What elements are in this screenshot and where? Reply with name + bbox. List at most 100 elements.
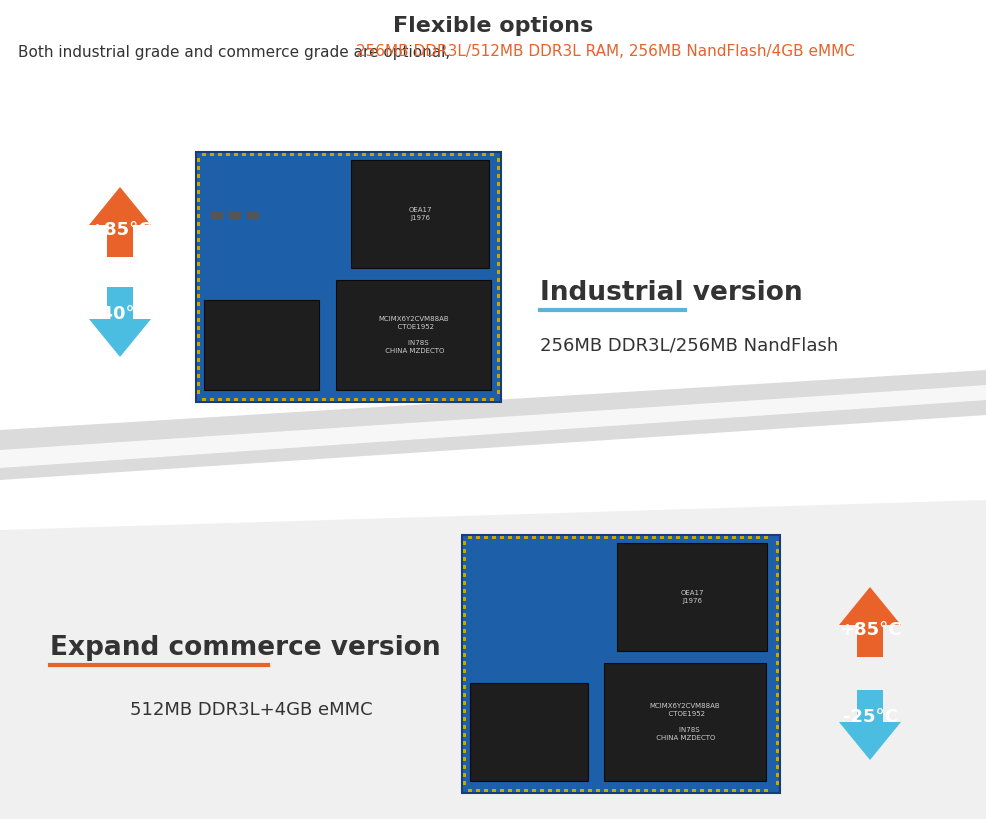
Bar bbox=[462, 661, 465, 665]
Bar bbox=[282, 398, 286, 401]
Bar bbox=[197, 174, 199, 178]
Bar bbox=[197, 287, 199, 290]
Bar bbox=[683, 536, 687, 539]
Bar bbox=[497, 215, 500, 218]
Bar bbox=[197, 326, 199, 330]
Bar bbox=[258, 398, 261, 401]
Bar bbox=[763, 790, 767, 792]
Bar bbox=[298, 153, 302, 156]
Bar bbox=[462, 622, 465, 625]
Bar bbox=[473, 398, 477, 401]
Bar bbox=[458, 398, 461, 401]
Bar bbox=[588, 536, 592, 539]
Bar bbox=[747, 790, 751, 792]
Bar bbox=[588, 790, 592, 792]
Bar bbox=[197, 374, 199, 378]
Bar bbox=[497, 254, 500, 258]
Bar bbox=[354, 153, 357, 156]
Bar bbox=[775, 565, 778, 568]
Bar bbox=[668, 536, 671, 539]
Bar bbox=[426, 153, 429, 156]
Bar bbox=[497, 230, 500, 233]
Bar bbox=[497, 206, 500, 210]
Bar bbox=[497, 294, 500, 298]
Bar bbox=[258, 153, 261, 156]
Bar bbox=[775, 709, 778, 713]
Bar bbox=[775, 781, 778, 785]
Text: Expand commerce version: Expand commerce version bbox=[50, 635, 440, 661]
Bar bbox=[196, 152, 501, 402]
Bar bbox=[462, 637, 465, 640]
Bar bbox=[531, 790, 535, 792]
Polygon shape bbox=[0, 500, 986, 819]
Bar bbox=[775, 717, 778, 721]
Bar bbox=[616, 543, 766, 651]
Bar bbox=[732, 536, 735, 539]
Bar bbox=[775, 693, 778, 697]
Bar bbox=[197, 166, 199, 170]
Bar bbox=[242, 398, 246, 401]
Bar bbox=[197, 183, 199, 186]
Bar bbox=[596, 536, 599, 539]
Bar bbox=[497, 382, 500, 386]
Bar bbox=[708, 536, 711, 539]
Bar bbox=[490, 398, 493, 401]
Bar bbox=[197, 190, 199, 194]
Bar bbox=[775, 597, 778, 601]
Bar bbox=[539, 536, 543, 539]
Bar bbox=[450, 153, 454, 156]
Bar bbox=[508, 536, 511, 539]
Bar bbox=[467, 790, 471, 792]
Bar bbox=[556, 790, 559, 792]
Bar bbox=[856, 690, 882, 722]
Bar bbox=[467, 536, 471, 539]
Bar bbox=[242, 153, 246, 156]
Text: OEA17
J1976: OEA17 J1976 bbox=[408, 207, 431, 221]
Bar bbox=[197, 358, 199, 362]
Bar bbox=[660, 790, 663, 792]
Bar bbox=[462, 597, 465, 601]
Bar bbox=[775, 550, 778, 553]
Bar bbox=[482, 398, 485, 401]
Bar bbox=[539, 790, 543, 792]
Bar bbox=[683, 790, 687, 792]
Bar bbox=[775, 726, 778, 729]
Bar bbox=[211, 212, 223, 220]
Bar bbox=[229, 212, 241, 220]
Bar bbox=[556, 536, 559, 539]
Bar bbox=[497, 366, 500, 369]
Bar bbox=[442, 153, 446, 156]
Bar bbox=[338, 153, 341, 156]
Bar bbox=[197, 238, 199, 242]
Bar bbox=[603, 790, 607, 792]
Bar bbox=[197, 319, 199, 322]
Bar bbox=[644, 790, 647, 792]
Text: -40°C: -40°C bbox=[93, 305, 147, 323]
Bar bbox=[775, 749, 778, 753]
Bar bbox=[462, 645, 465, 649]
Bar bbox=[462, 669, 465, 672]
Bar bbox=[218, 398, 222, 401]
Bar bbox=[699, 790, 703, 792]
Bar bbox=[628, 790, 631, 792]
Bar bbox=[218, 153, 222, 156]
Bar bbox=[354, 398, 357, 401]
Bar bbox=[410, 153, 413, 156]
Bar bbox=[462, 565, 465, 568]
Bar bbox=[636, 536, 639, 539]
Bar bbox=[524, 536, 528, 539]
Bar bbox=[497, 390, 500, 394]
Bar bbox=[747, 536, 751, 539]
Bar bbox=[370, 398, 374, 401]
Bar bbox=[321, 153, 325, 156]
Bar bbox=[531, 536, 535, 539]
Bar bbox=[197, 247, 199, 250]
Bar bbox=[497, 358, 500, 362]
Bar bbox=[234, 398, 238, 401]
Bar bbox=[362, 398, 366, 401]
Bar bbox=[462, 758, 465, 761]
Bar bbox=[469, 683, 588, 781]
Bar bbox=[675, 790, 679, 792]
Bar bbox=[572, 790, 575, 792]
Bar bbox=[660, 536, 663, 539]
